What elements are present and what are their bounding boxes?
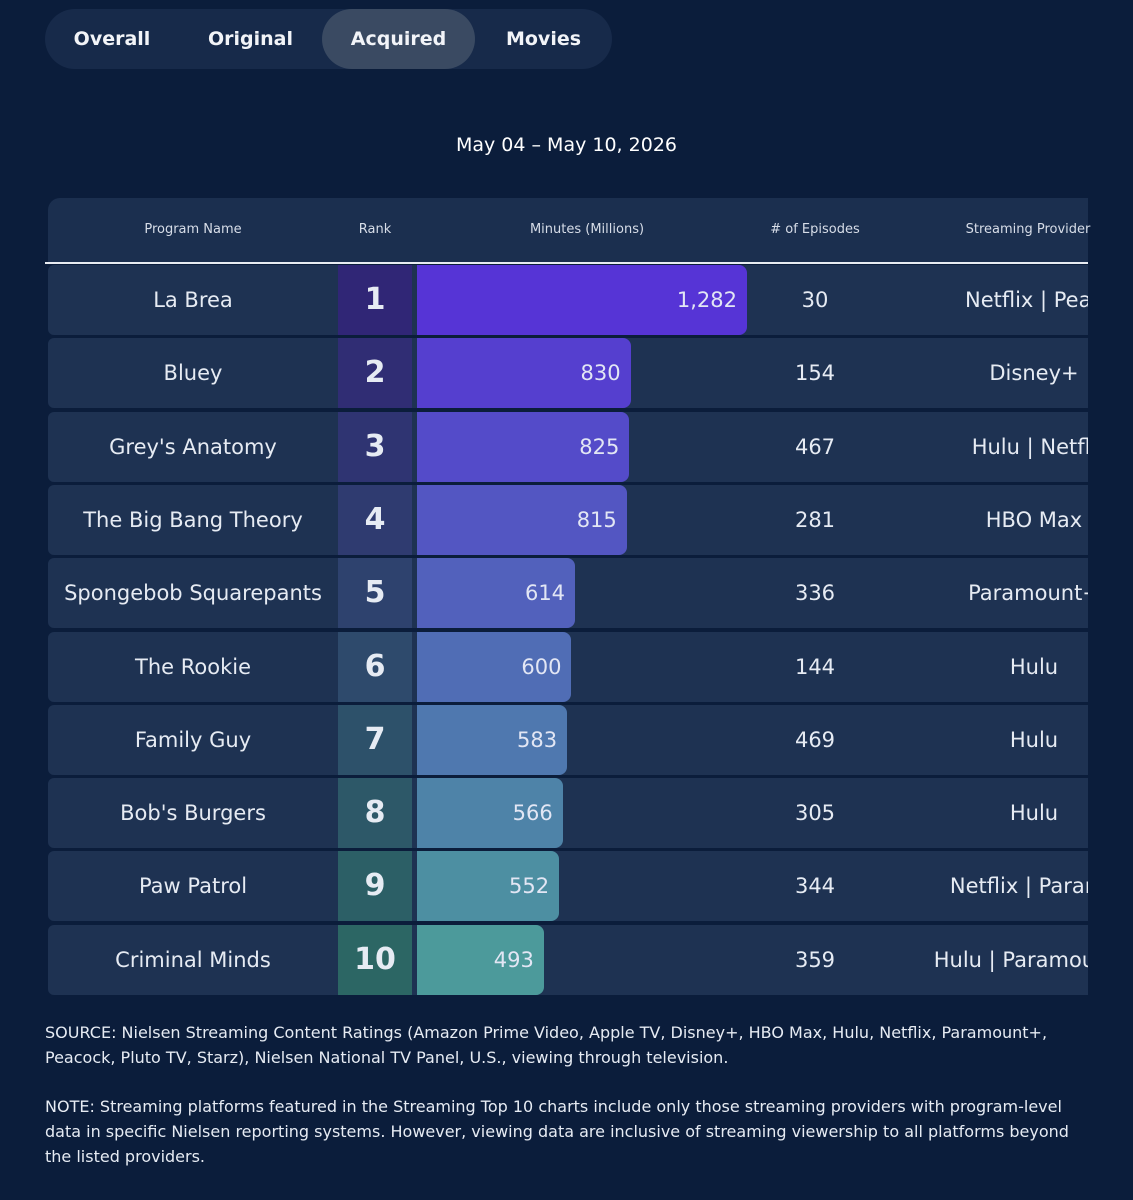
program-name: Bluey: [163, 361, 223, 386]
minutes-bar: [417, 924, 544, 995]
table-row: Bob's Burgers 8 566 305 Hulu: [48, 778, 1088, 849]
provider: Hulu: [1009, 654, 1059, 679]
minutes-bar: [417, 558, 576, 629]
tab[interactable]: Overall: [73, 28, 151, 50]
minutes-bar: [417, 484, 627, 555]
provider: Hulu: [1009, 801, 1059, 826]
table-row: Bluey 2 830 154 Disney+: [48, 338, 1088, 409]
provider: HBO Max: [985, 507, 1083, 532]
program-name: Grey's Anatomy: [109, 434, 277, 459]
table-row: Family Guy 7 583 469 Hulu: [48, 704, 1088, 775]
episodes: 344: [794, 874, 836, 899]
minutes-label: 830: [580, 361, 621, 386]
provider: Disney+: [989, 361, 1079, 386]
episodes: 30: [801, 288, 829, 312]
provider: Hulu: [1009, 727, 1059, 752]
program-name: Bob's Burgers: [120, 801, 266, 826]
episodes: 305: [794, 801, 836, 826]
provider: Paramount+: [968, 581, 1088, 606]
rank: 7: [338, 704, 412, 775]
column-header: # of Episodes: [770, 222, 860, 237]
table-row: The Big Bang Theory 4 815 281 HBO Max: [48, 484, 1088, 555]
tab-bar: Overall Original Acquired Movies: [45, 9, 612, 69]
column-header: Minutes (Millions): [529, 222, 645, 237]
header-divider: [45, 262, 1088, 264]
tab[interactable]: Acquired: [322, 9, 475, 69]
table-row: La Brea 1 1,282 30 Netflix | Peac: [48, 265, 1088, 335]
minutes-bar: [417, 704, 568, 775]
minutes-bar: [417, 265, 747, 335]
table-header: Program Name Rank Minutes (Millions) # of E…: [48, 198, 1090, 262]
rank: 1: [338, 265, 412, 335]
rank: 5: [338, 558, 412, 629]
provider: Netflix | Peac: [964, 288, 1088, 312]
column-header: Program Name: [144, 222, 242, 237]
minutes-bar: [417, 851, 560, 922]
minutes-bar: [417, 778, 563, 849]
note: NOTE: Streaming platforms featured in th…: [45, 1097, 1069, 1166]
episodes: 336: [794, 581, 836, 606]
minutes-label: 815: [576, 507, 617, 532]
rank: 4: [338, 484, 412, 555]
minutes-label: 614: [524, 581, 566, 606]
minutes-label: 825: [579, 434, 620, 459]
provider: Hulu | Paramount+: [933, 947, 1088, 972]
rank: 2: [338, 338, 412, 409]
tab[interactable]: Movies: [505, 28, 582, 50]
rank: 9: [338, 851, 412, 922]
episodes: 467: [794, 434, 836, 459]
tab[interactable]: Original: [207, 28, 293, 50]
column-header: Streaming Provider: [965, 222, 1091, 237]
minutes-bar: [417, 338, 631, 409]
minutes-label: 600: [521, 654, 562, 679]
minutes-label: 493: [493, 947, 534, 972]
provider: Hulu | Netfli: [971, 434, 1088, 459]
rank: 6: [338, 631, 412, 702]
program-name: Family Guy: [134, 727, 252, 752]
minutes-bar: [417, 631, 572, 702]
program-name: Criminal Minds: [115, 947, 271, 972]
rank: 3: [338, 411, 412, 482]
program-name: The Big Bang Theory: [83, 507, 303, 532]
episodes: 281: [794, 507, 836, 532]
table-row: Grey's Anatomy 3 825 467 Hulu | Netfli: [48, 411, 1088, 482]
table-row: Paw Patrol 9 552 344 Netflix | Paramo: [48, 851, 1088, 922]
table-row: Criminal Minds 10 493 359 Hulu | Paramount+: [48, 924, 1088, 995]
program-name: La Brea: [153, 288, 233, 312]
program-name: The Rookie: [135, 654, 251, 679]
rank: 8: [338, 778, 412, 849]
episodes: 359: [794, 947, 836, 972]
minutes-label: 1,282: [676, 288, 737, 312]
minutes-label: 566: [512, 801, 553, 826]
date-range: May 04 – May 10, 2026: [455, 134, 677, 156]
rank: 10: [338, 924, 412, 995]
program-name: Spongebob Squarepants: [64, 581, 322, 606]
episodes: 144: [794, 654, 836, 679]
table-row: Spongebob Squarepants 5 614 336 Paramount+: [48, 558, 1088, 629]
column-header: Rank: [358, 222, 392, 237]
table-row: The Rookie 6 600 144 Hulu: [48, 631, 1088, 702]
provider: Netflix | Paramo: [949, 874, 1088, 899]
minutes-label: 583: [516, 727, 558, 752]
minutes-label: 552: [508, 874, 550, 899]
minutes-bar: [417, 411, 630, 482]
program-name: Paw Patrol: [138, 874, 248, 899]
source-note: SOURCE: Nielsen Streaming Content Rating…: [45, 1023, 1048, 1067]
episodes: 154: [794, 361, 836, 386]
episodes: 469: [794, 727, 836, 752]
